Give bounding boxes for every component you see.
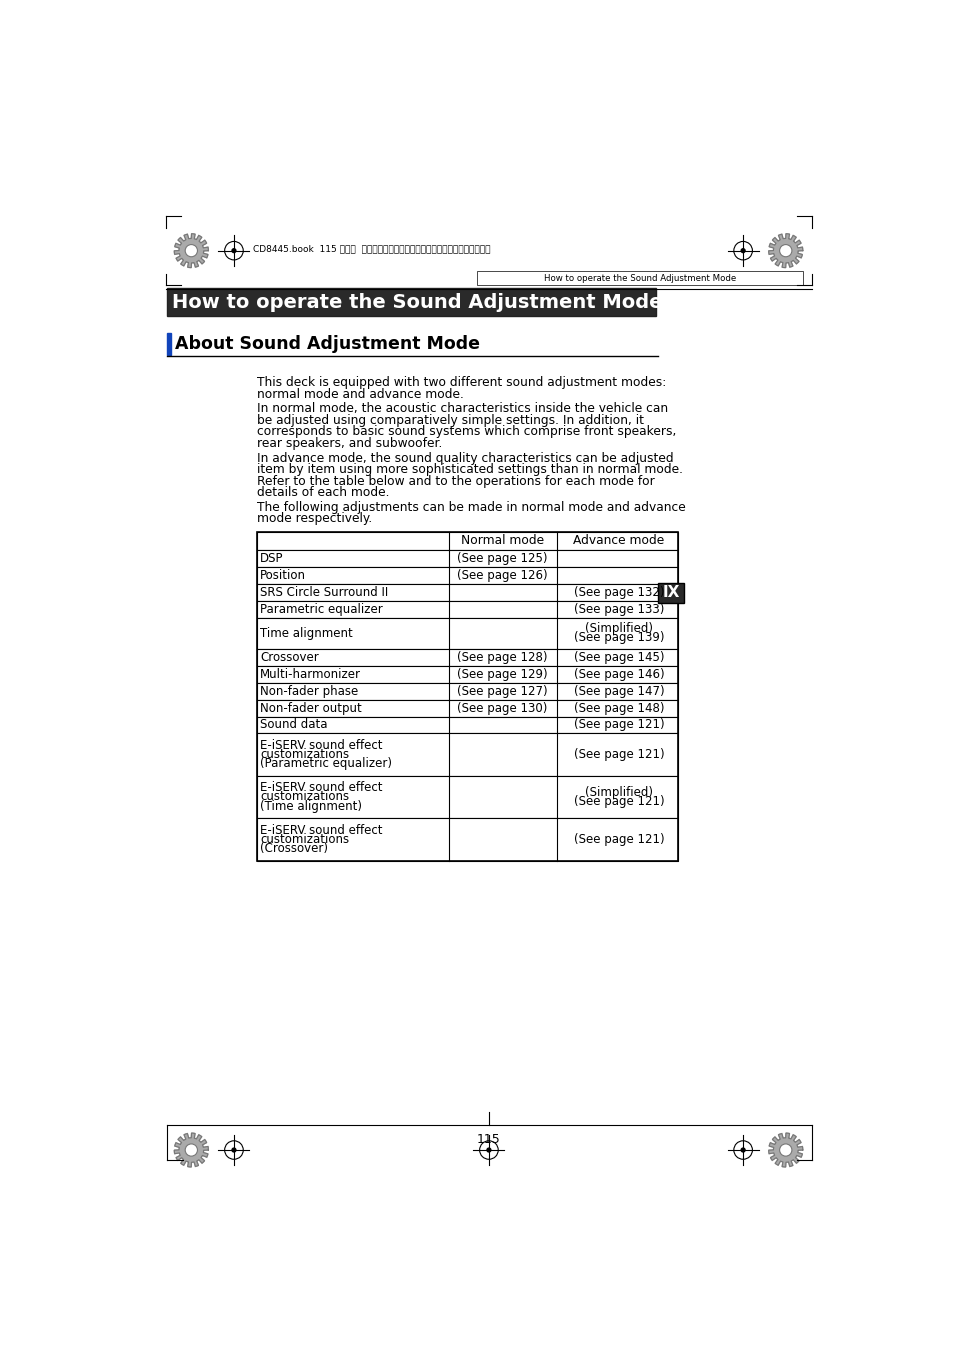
Text: customizations: customizations: [260, 748, 349, 761]
FancyBboxPatch shape: [167, 334, 171, 354]
Text: (See page 125): (See page 125): [456, 553, 547, 565]
FancyBboxPatch shape: [257, 601, 678, 617]
Text: (See page 121): (See page 121): [573, 832, 663, 846]
Text: (See page 121): (See page 121): [573, 719, 663, 731]
Text: IX: IX: [661, 585, 679, 600]
FancyBboxPatch shape: [257, 682, 678, 700]
Text: The following adjustments can be made in normal mode and advance: The following adjustments can be made in…: [257, 501, 685, 513]
Text: Position: Position: [260, 569, 306, 582]
FancyBboxPatch shape: [257, 775, 678, 819]
FancyBboxPatch shape: [257, 716, 678, 734]
Polygon shape: [768, 234, 802, 267]
Circle shape: [185, 245, 197, 257]
Text: E-iSERV sound effect: E-iSERV sound effect: [260, 739, 382, 753]
Text: (See page 130): (See page 130): [456, 701, 547, 715]
Text: (See page 147): (See page 147): [573, 685, 663, 697]
FancyBboxPatch shape: [257, 617, 678, 648]
Text: (See page 133): (See page 133): [574, 603, 663, 616]
FancyBboxPatch shape: [257, 734, 678, 775]
Circle shape: [779, 245, 791, 257]
Text: Sound data: Sound data: [260, 719, 328, 731]
Text: customizations: customizations: [260, 790, 349, 804]
Circle shape: [740, 1148, 744, 1152]
Text: (See page 127): (See page 127): [456, 685, 547, 697]
Polygon shape: [174, 234, 208, 267]
FancyBboxPatch shape: [257, 648, 678, 666]
Text: (See page 128): (See page 128): [456, 651, 547, 663]
Text: How to operate the Sound Adjustment Mode: How to operate the Sound Adjustment Mode: [172, 293, 661, 312]
Text: Non-fader phase: Non-fader phase: [260, 685, 358, 697]
Text: item by item using more sophisticated settings than in normal mode.: item by item using more sophisticated se…: [257, 463, 682, 476]
Text: 115: 115: [476, 1132, 500, 1146]
Text: (Simplified): (Simplified): [584, 786, 653, 798]
Circle shape: [740, 249, 744, 253]
FancyBboxPatch shape: [257, 666, 678, 682]
Text: normal mode and advance mode.: normal mode and advance mode.: [257, 388, 463, 401]
Text: Refer to the table below and to the operations for each mode for: Refer to the table below and to the oper…: [257, 474, 655, 488]
FancyBboxPatch shape: [658, 582, 683, 603]
Text: (See page 139): (See page 139): [574, 631, 663, 644]
Text: (See page 145): (See page 145): [574, 651, 663, 663]
Text: Normal mode: Normal mode: [460, 535, 543, 547]
Text: (Time alignment): (Time alignment): [260, 800, 362, 813]
Text: Time alignment: Time alignment: [260, 627, 353, 640]
Text: How to operate the Sound Adjustment Mode: How to operate the Sound Adjustment Mode: [543, 274, 736, 282]
Text: In normal mode, the acoustic characteristics inside the vehicle can: In normal mode, the acoustic characteris…: [257, 403, 668, 415]
Text: Parametric equalizer: Parametric equalizer: [260, 603, 383, 616]
FancyBboxPatch shape: [257, 532, 678, 550]
Text: details of each mode.: details of each mode.: [257, 486, 389, 500]
Text: Crossover: Crossover: [260, 651, 318, 663]
Circle shape: [232, 1148, 235, 1152]
Text: (See page 121): (See page 121): [573, 748, 663, 761]
FancyBboxPatch shape: [257, 550, 678, 567]
Text: In advance mode, the sound quality characteristics can be adjusted: In advance mode, the sound quality chara…: [257, 451, 673, 465]
Circle shape: [486, 1148, 491, 1152]
FancyBboxPatch shape: [257, 700, 678, 716]
FancyBboxPatch shape: [257, 567, 678, 584]
FancyBboxPatch shape: [476, 272, 802, 285]
Circle shape: [232, 249, 235, 253]
Text: corresponds to basic sound systems which comprise front speakers,: corresponds to basic sound systems which…: [257, 426, 676, 439]
Text: E-iSERV sound effect: E-iSERV sound effect: [260, 781, 382, 794]
Text: (Crossover): (Crossover): [260, 842, 328, 855]
Text: (See page 126): (See page 126): [456, 569, 547, 582]
Text: be adjusted using comparatively simple settings. In addition, it: be adjusted using comparatively simple s…: [257, 413, 643, 427]
Circle shape: [185, 1144, 197, 1156]
Polygon shape: [174, 1133, 208, 1167]
Text: Non-fader output: Non-fader output: [260, 701, 362, 715]
Text: rear speakers, and subwoofer.: rear speakers, and subwoofer.: [257, 436, 442, 450]
Circle shape: [779, 1144, 791, 1156]
Text: (See page 148): (See page 148): [574, 701, 663, 715]
Text: (See page 121): (See page 121): [573, 796, 663, 808]
Polygon shape: [768, 1133, 802, 1167]
Text: E-iSERV sound effect: E-iSERV sound effect: [260, 824, 382, 836]
Text: CD8445.book  115 ページ  ２００４年１２月１３日　月曜日　午前１１時３０分: CD8445.book 115 ページ ２００４年１２月１３日 月曜日 午前１１…: [253, 245, 490, 253]
Text: About Sound Adjustment Mode: About Sound Adjustment Mode: [174, 335, 479, 353]
Text: (See page 132): (See page 132): [574, 586, 663, 598]
FancyBboxPatch shape: [167, 288, 655, 316]
Text: mode respectively.: mode respectively.: [257, 512, 372, 526]
FancyBboxPatch shape: [257, 819, 678, 861]
Text: (Parametric equalizer): (Parametric equalizer): [260, 758, 392, 770]
Text: (See page 129): (See page 129): [456, 667, 547, 681]
Text: Advance mode: Advance mode: [573, 535, 664, 547]
Text: DSP: DSP: [260, 553, 283, 565]
Text: customizations: customizations: [260, 832, 349, 846]
Text: Multi-harmonizer: Multi-harmonizer: [260, 667, 361, 681]
Text: This deck is equipped with two different sound adjustment modes:: This deck is equipped with two different…: [257, 376, 666, 389]
Text: (See page 146): (See page 146): [573, 667, 663, 681]
FancyBboxPatch shape: [257, 584, 678, 601]
Text: SRS Circle Surround II: SRS Circle Surround II: [260, 586, 388, 598]
Text: (Simplified): (Simplified): [584, 623, 653, 635]
